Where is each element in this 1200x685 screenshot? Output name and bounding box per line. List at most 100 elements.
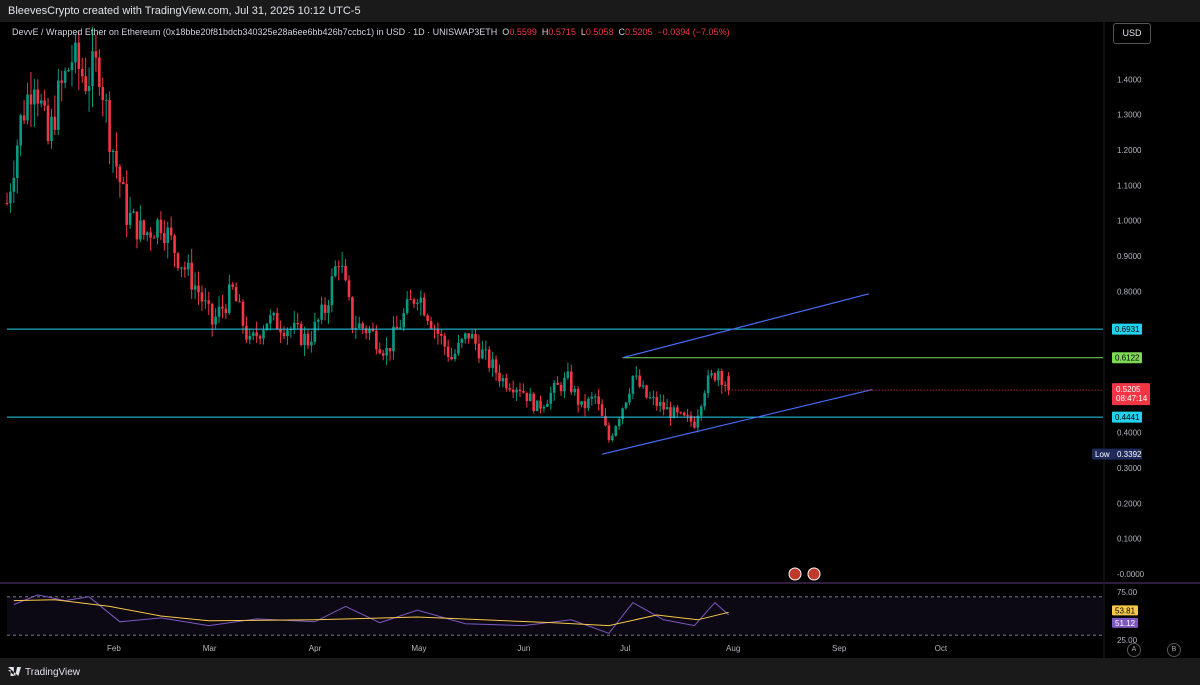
candle[interactable] xyxy=(190,262,193,290)
candle[interactable] xyxy=(197,285,200,293)
candle[interactable] xyxy=(381,353,385,356)
candle[interactable] xyxy=(57,80,60,130)
candle[interactable] xyxy=(265,323,269,331)
candle[interactable] xyxy=(50,116,53,142)
candle[interactable] xyxy=(289,329,293,331)
candle[interactable] xyxy=(60,80,64,83)
candle[interactable] xyxy=(686,415,689,417)
candle[interactable] xyxy=(679,412,683,414)
candle[interactable] xyxy=(662,402,665,410)
candle[interactable] xyxy=(539,400,542,409)
candle[interactable] xyxy=(33,89,36,105)
candle[interactable] xyxy=(87,86,91,92)
candle[interactable] xyxy=(467,333,470,339)
candle[interactable] xyxy=(210,303,214,325)
candle[interactable] xyxy=(597,396,600,405)
candle[interactable] xyxy=(128,212,132,225)
candle[interactable] xyxy=(340,265,344,267)
candle[interactable] xyxy=(515,389,518,393)
candle[interactable] xyxy=(258,336,262,339)
candle[interactable] xyxy=(272,312,276,316)
candle[interactable] xyxy=(101,87,105,101)
candle[interactable] xyxy=(703,393,706,407)
candle[interactable] xyxy=(563,377,566,392)
candle[interactable] xyxy=(320,304,323,320)
candle[interactable] xyxy=(84,76,87,92)
candle[interactable] xyxy=(593,396,597,398)
candle[interactable] xyxy=(39,100,43,104)
candle[interactable] xyxy=(334,266,337,277)
candle[interactable] xyxy=(412,299,416,304)
candle[interactable] xyxy=(682,412,686,416)
candle[interactable] xyxy=(9,191,12,204)
candle[interactable] xyxy=(621,408,624,420)
candle[interactable] xyxy=(658,402,662,406)
candle[interactable] xyxy=(36,89,40,104)
candle[interactable] xyxy=(303,333,306,345)
candle[interactable] xyxy=(224,308,228,313)
candle[interactable] xyxy=(125,183,128,225)
candle[interactable] xyxy=(645,385,648,398)
candle[interactable] xyxy=(228,284,231,313)
candle[interactable] xyxy=(556,382,559,385)
candle[interactable] xyxy=(522,391,525,393)
candle[interactable] xyxy=(532,393,535,412)
candle[interactable] xyxy=(443,335,447,347)
candle[interactable] xyxy=(436,328,440,334)
candle[interactable] xyxy=(549,392,553,404)
candle[interactable] xyxy=(46,105,50,142)
candle[interactable] xyxy=(354,328,358,330)
candle[interactable] xyxy=(385,348,388,356)
candle[interactable] xyxy=(655,397,659,406)
chart-area[interactable] xyxy=(0,22,1200,658)
candle[interactable] xyxy=(207,300,211,304)
candle[interactable] xyxy=(559,384,563,392)
candle[interactable] xyxy=(180,267,183,269)
candle[interactable] xyxy=(29,94,33,105)
candle[interactable] xyxy=(193,285,197,290)
candle[interactable] xyxy=(5,203,9,205)
candle[interactable] xyxy=(378,349,382,354)
candle[interactable] xyxy=(624,402,628,409)
candle[interactable] xyxy=(200,292,204,302)
candle[interactable] xyxy=(583,401,587,409)
candle[interactable] xyxy=(676,407,679,413)
candle[interactable] xyxy=(368,328,371,334)
candle[interactable] xyxy=(262,330,265,339)
candle[interactable] xyxy=(152,237,156,239)
us-flag-event-icon[interactable] xyxy=(788,567,802,581)
candle[interactable] xyxy=(720,370,724,385)
candle[interactable] xyxy=(74,42,77,63)
candle[interactable] xyxy=(498,372,501,382)
candle[interactable] xyxy=(299,324,303,345)
candle[interactable] xyxy=(450,357,453,360)
candle[interactable] xyxy=(641,385,645,387)
candle[interactable] xyxy=(63,70,67,83)
candle[interactable] xyxy=(306,333,310,346)
candle[interactable] xyxy=(590,396,594,399)
candle[interactable] xyxy=(371,328,375,331)
candle[interactable] xyxy=(470,333,474,339)
candle[interactable] xyxy=(248,335,252,340)
candle[interactable] xyxy=(422,297,426,316)
candle[interactable] xyxy=(511,389,515,393)
candle[interactable] xyxy=(80,68,84,77)
candle[interactable] xyxy=(542,406,546,409)
candle[interactable] xyxy=(238,301,241,303)
candle[interactable] xyxy=(104,100,108,102)
candle[interactable] xyxy=(634,375,638,377)
candle[interactable] xyxy=(241,301,245,326)
candle[interactable] xyxy=(330,276,334,306)
candle[interactable] xyxy=(727,376,730,391)
candle[interactable] xyxy=(600,404,604,416)
candle[interactable] xyxy=(156,219,159,238)
candle[interactable] xyxy=(669,407,672,419)
candle[interactable] xyxy=(416,302,419,304)
channel-upper-line[interactable] xyxy=(622,293,869,359)
candle[interactable] xyxy=(652,397,655,399)
candle[interactable] xyxy=(132,211,135,213)
candle[interactable] xyxy=(221,306,224,309)
candle[interactable] xyxy=(255,332,258,337)
candle[interactable] xyxy=(351,297,354,329)
candle[interactable] xyxy=(118,166,122,183)
